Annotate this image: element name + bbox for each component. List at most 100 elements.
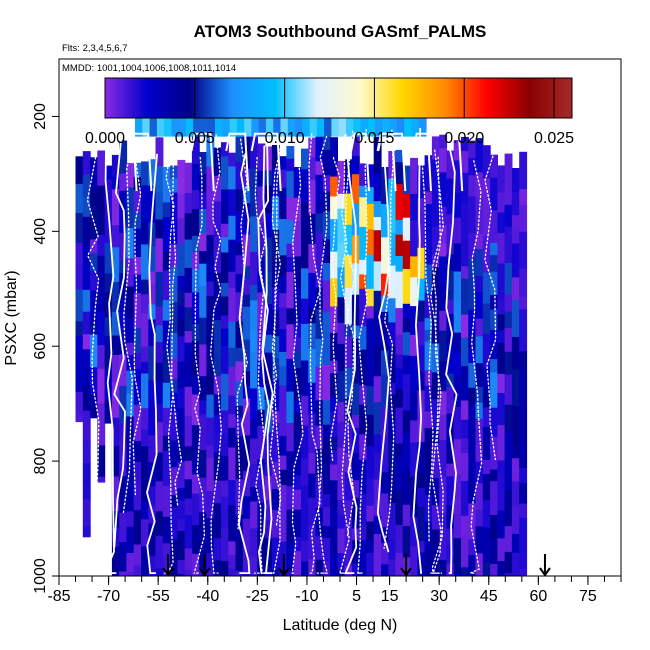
- heatmap-cell: [235, 161, 244, 190]
- flight-track: [425, 132, 464, 192]
- heatmap-cell: [308, 180, 317, 215]
- heatmap-cell: [199, 450, 208, 479]
- heatmap-cell: [373, 402, 382, 435]
- heatmap-cell: [315, 400, 324, 427]
- heatmap-cell: [519, 568, 528, 576]
- heatmap-cell: [82, 311, 91, 335]
- heatmap-cell: [453, 439, 462, 476]
- heatmap-cell: [141, 470, 149, 500]
- heatmap-cell: [301, 374, 309, 397]
- heatmap-cell: [97, 150, 106, 187]
- heatmap-cell: [388, 247, 397, 266]
- heatmap-cell: [242, 279, 251, 295]
- heatmap-cell: [257, 471, 266, 504]
- heatmap-cell: [184, 239, 193, 269]
- heatmap-cell: [133, 228, 142, 258]
- heatmap-cell: [381, 564, 389, 576]
- heatmap-cell: [366, 187, 375, 205]
- heatmap-cell: [330, 251, 338, 279]
- heatmap-cell: [135, 102, 143, 137]
- heatmap-cell: [475, 444, 484, 463]
- heatmap-cell: [308, 137, 317, 158]
- colorbar-tick-label: 0.010: [265, 130, 305, 147]
- heatmap-cell: [315, 213, 324, 233]
- heatmap-cell: [178, 102, 187, 137]
- heatmap-cell: [257, 425, 266, 460]
- heatmap-cell: [497, 165, 506, 194]
- heatmap-cell: [90, 239, 98, 254]
- heatmap-cell: [293, 167, 302, 199]
- heatmap-cell: [279, 507, 288, 542]
- heatmap-cell: [177, 306, 186, 319]
- heatmap-cell: [133, 292, 142, 316]
- heatmap-cell: [417, 541, 426, 553]
- heatmap-cell: [257, 186, 266, 224]
- heatmap-cell: [337, 370, 346, 403]
- heatmap-cell: [337, 402, 346, 423]
- heatmap-cell: [410, 256, 418, 278]
- heatmap-cell: [242, 371, 251, 387]
- heatmap-cell: [90, 334, 98, 368]
- heatmap-cell: [511, 226, 520, 244]
- heatmap-cell: [279, 255, 288, 277]
- heatmap-cell: [90, 367, 98, 395]
- heatmap-cell: [235, 347, 244, 362]
- heatmap-cell: [141, 294, 149, 314]
- heatmap-cell: [155, 238, 164, 273]
- heatmap-cell: [381, 237, 389, 275]
- heatmap-cell: [366, 540, 375, 554]
- heatmap-cell: [206, 260, 215, 282]
- heatmap-cell: [410, 334, 418, 357]
- heatmap-cell: [461, 278, 469, 315]
- heatmap-cell: [155, 511, 164, 537]
- heatmap-cell: [228, 505, 237, 542]
- heatmap-cell: [504, 572, 513, 576]
- heatmap-cell: [453, 538, 462, 568]
- heatmap-cell: [446, 476, 455, 506]
- flight-track: [209, 134, 222, 574]
- heatmap-cell: [504, 526, 513, 553]
- heatmap-cell: [286, 196, 295, 221]
- flight-track: [238, 153, 251, 574]
- heatmap-cell: [461, 378, 469, 401]
- heatmap-cell: [184, 460, 193, 480]
- heatmap-cell: [388, 178, 397, 209]
- heatmap-cell: [446, 387, 455, 415]
- heatmap-cell: [322, 438, 331, 464]
- heatmap-cell: [344, 324, 353, 337]
- heatmap-cell: [482, 407, 491, 428]
- heatmap-cell: [126, 370, 135, 394]
- heatmap-cell: [148, 185, 157, 202]
- flight-track: [329, 156, 341, 462]
- heatmap-cell: [382, 102, 391, 137]
- heatmap-cell: [199, 251, 208, 265]
- heatmap-cell: [482, 527, 491, 563]
- heatmap-cell: [293, 350, 302, 369]
- heatmap-cell: [301, 540, 309, 562]
- heatmap-cell: [395, 443, 404, 458]
- heatmap-cell: [308, 382, 317, 414]
- heatmap-cell: [344, 224, 353, 256]
- heatmap-cell: [388, 298, 397, 323]
- heatmap-cell: [82, 526, 91, 538]
- heatmap-cell: [351, 453, 360, 481]
- heatmap-cell: [388, 208, 397, 234]
- heatmap-cell: [497, 460, 506, 475]
- heatmap-cell: [286, 146, 295, 159]
- heatmap-cell: [359, 226, 368, 261]
- heatmap-cell: [453, 353, 462, 377]
- heatmap-cell: [395, 308, 404, 335]
- heatmap-cell: [213, 201, 222, 238]
- heatmap-cell: [133, 189, 142, 213]
- heatmap-cell: [171, 102, 180, 137]
- colorbar-tick-label: 0.005: [175, 130, 215, 147]
- heatmap-cell: [504, 351, 513, 375]
- heatmap-cell: [184, 415, 193, 447]
- heatmap-cell: [148, 380, 157, 404]
- heatmap-cell: [293, 451, 302, 476]
- heatmap-cell: [126, 355, 135, 372]
- heatmap-cell: [133, 328, 142, 354]
- heatmap-cell: [490, 563, 498, 576]
- heatmap-cell: [97, 275, 106, 313]
- heatmap-cell: [482, 367, 491, 390]
